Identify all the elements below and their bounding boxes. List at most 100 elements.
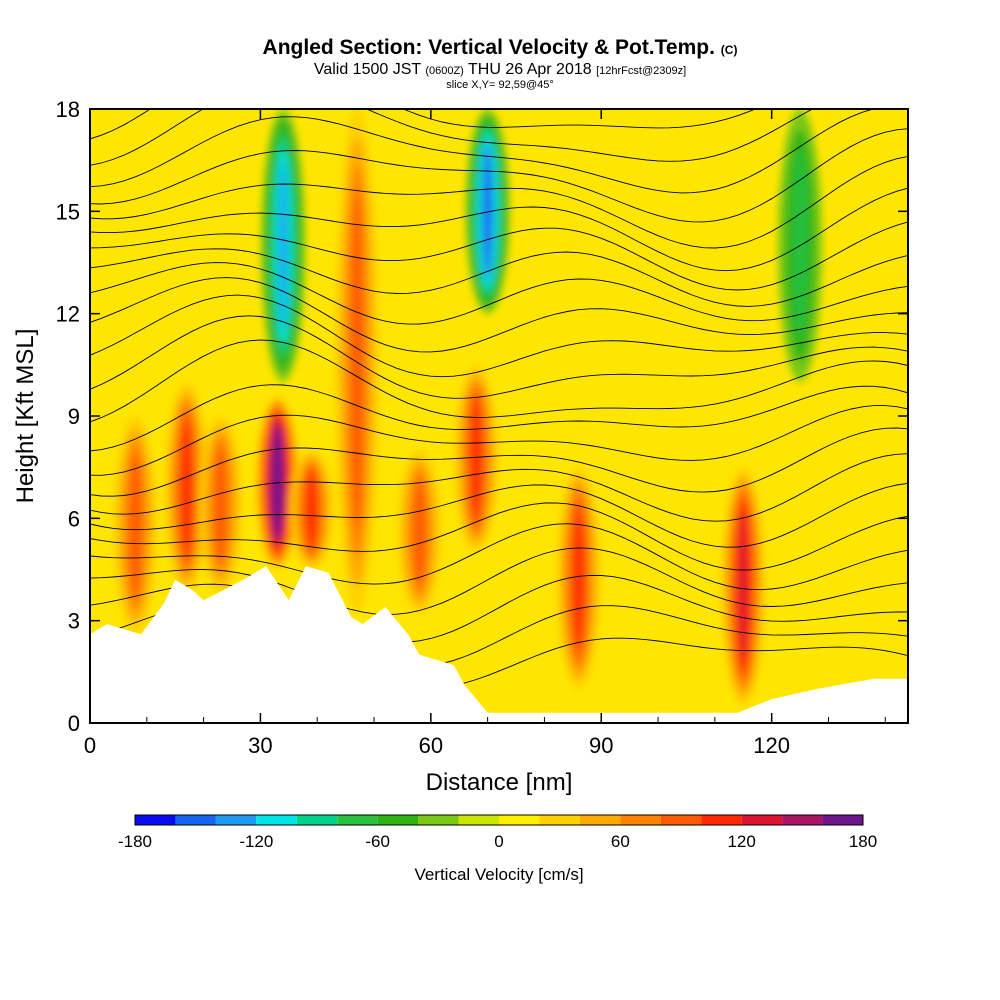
velocity-level [182,419,191,556]
theta-contour [90,339,908,423]
theta-contour [90,547,908,615]
y-axis: 0 3 6 9 12 15 18 [56,97,908,736]
velocity-cell [465,109,510,314]
subtitle-valid: Valid 1500 JST [313,61,421,78]
velocity-level [129,452,141,598]
theta-contour [90,384,908,452]
colorbar-swatch [458,815,499,825]
y-tick-label: 12 [56,302,80,327]
velocity-level [307,471,316,549]
colorbar-swatch [579,815,621,825]
theta-contour [90,262,908,325]
chart-subtitle: Valid 1500 JST (0600Z) THU 26 Apr 2018 [… [0,62,1000,79]
colorbar-tick-label: 0 [494,832,503,851]
colorbar: -180 -120 -60 0 60 120 180 [118,814,877,851]
x-tick-label: 0 [84,733,96,758]
colorbar-swatch [377,815,419,825]
theta-contour [90,248,908,307]
colorbar-swatch [741,815,783,825]
velocity-level [471,398,481,519]
y-tick-label: 15 [56,199,80,224]
colorbar-swatch [499,815,540,825]
plot-area [90,109,908,723]
velocity-cell [198,416,243,594]
theta-contour [90,482,908,548]
theta-contour [90,221,908,291]
subtitle-zulu: (0600Z) [425,65,464,77]
velocity-level [739,511,747,662]
colorbar-swatch [701,815,742,825]
colorbar-swatch [822,815,863,825]
slice-info: slice X,Y= 92,59@45° [446,79,554,91]
colorbar-frame [134,814,864,826]
theta-contour [90,109,757,140]
velocity-level [279,160,287,331]
colorbar-swatch [782,815,823,825]
terrain [90,566,908,723]
colorbar-swatch [539,815,580,825]
colorbar-tick-label: 120 [727,832,755,851]
theta-contour [90,128,908,223]
velocity-cell [261,109,306,382]
theta-contour [90,109,814,166]
chart-title-unit: (C) [720,43,738,57]
subtitle-forecast: [12hrFcst@2309z] [596,65,687,77]
colorbar-tick-label: 180 [849,832,877,851]
theta-contour [90,453,908,522]
colorbar-swatch [337,815,378,825]
theta-contour [90,523,908,591]
colorbar-tick-label: -60 [365,832,390,851]
velocity-level [351,194,363,529]
colorbar-tick-label: -120 [239,832,273,851]
theta-contour [90,109,876,194]
colorbar-tick-label: -180 [118,832,152,851]
theta-contour [90,155,908,249]
theta-contour [90,502,908,571]
x-tick-label: 120 [753,733,790,758]
colorbar-swatch [620,815,661,825]
colorbar-swatch [175,815,216,825]
title-block: Angled Section: Vertical Velocity & Pot.… [0,36,1000,91]
x-axis-title: Distance [nm] [426,769,573,796]
y-tick-label: 6 [68,506,80,531]
colorbar-title: Vertical Velocity [cm/s] [414,865,583,884]
chart-title: Angled Section: Vertical Velocity & Pot.… [0,36,1000,62]
theta-contours [90,109,908,689]
theta-contour [90,405,908,476]
colorbar-swatch [418,815,459,825]
velocity-level [484,148,491,275]
theta-contour [90,427,908,497]
colorbar-swatch [660,815,702,825]
subtitle-date: THU 26 Apr 2018 [468,61,592,78]
x-tick-label: 30 [248,733,272,758]
velocity-level [413,477,425,587]
chart-title-text: Angled Section: Vertical Velocity & Pot.… [262,36,715,59]
x-axis: 0 30 60 90 120 [84,109,886,758]
y-tick-label: 9 [68,404,80,429]
colorbar-swatch [135,815,176,825]
colorbar-swatch [256,815,297,825]
velocity-level [215,445,227,564]
velocity-cell [721,467,766,706]
velocity-cell [556,467,601,689]
y-axis-title: Height [Kft MSL] [12,329,39,504]
x-tick-label: 90 [589,733,613,758]
velocity-cell [113,416,158,635]
colorbar-swatch [215,815,257,825]
theta-contour [90,294,908,378]
colorbar-tick-label: 60 [611,832,630,851]
x-tick-label: 60 [419,733,443,758]
velocity-cell [164,381,209,594]
theta-contour [90,574,908,643]
velocity-cell [397,450,442,614]
velocity-cell [334,109,379,614]
velocity-cell [289,450,334,570]
theta-contour [90,315,908,399]
y-tick-label: 0 [68,711,80,736]
y-tick-label: 18 [56,97,80,122]
y-tick-label: 3 [68,609,80,634]
velocity-level [574,507,583,649]
colorbar-swatch [296,815,338,825]
theta-contour [90,277,908,353]
